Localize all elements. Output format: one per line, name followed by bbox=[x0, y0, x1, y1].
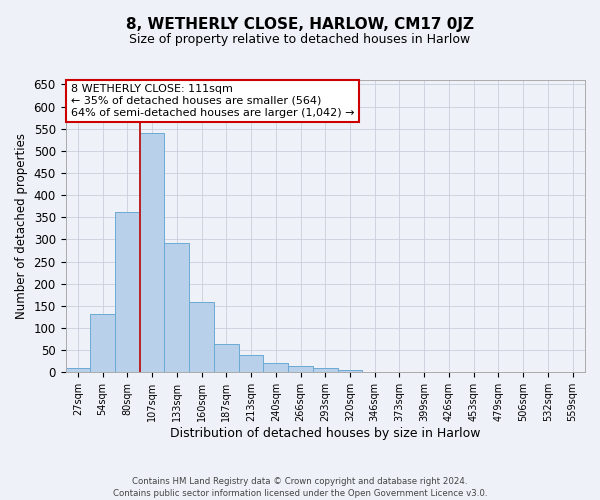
Bar bbox=[164, 243, 189, 372]
Bar bbox=[65, 368, 90, 372]
Text: 8, WETHERLY CLOSE, HARLOW, CM17 0JZ: 8, WETHERLY CLOSE, HARLOW, CM17 0JZ bbox=[126, 18, 474, 32]
Y-axis label: Number of detached properties: Number of detached properties bbox=[15, 133, 28, 319]
Bar bbox=[239, 354, 263, 372]
Bar bbox=[263, 362, 288, 372]
Bar bbox=[140, 133, 164, 372]
Text: 8 WETHERLY CLOSE: 111sqm
← 35% of detached houses are smaller (564)
64% of semi-: 8 WETHERLY CLOSE: 111sqm ← 35% of detach… bbox=[71, 84, 354, 117]
Bar bbox=[288, 366, 313, 372]
Text: Contains public sector information licensed under the Open Government Licence v3: Contains public sector information licen… bbox=[113, 489, 487, 498]
Bar bbox=[214, 344, 239, 372]
Bar bbox=[313, 368, 338, 372]
Bar bbox=[338, 370, 362, 372]
Bar bbox=[115, 212, 140, 372]
Bar bbox=[189, 302, 214, 372]
X-axis label: Distribution of detached houses by size in Harlow: Distribution of detached houses by size … bbox=[170, 427, 481, 440]
Text: Size of property relative to detached houses in Harlow: Size of property relative to detached ho… bbox=[130, 32, 470, 46]
Text: Contains HM Land Registry data © Crown copyright and database right 2024.: Contains HM Land Registry data © Crown c… bbox=[132, 478, 468, 486]
Bar bbox=[90, 314, 115, 372]
